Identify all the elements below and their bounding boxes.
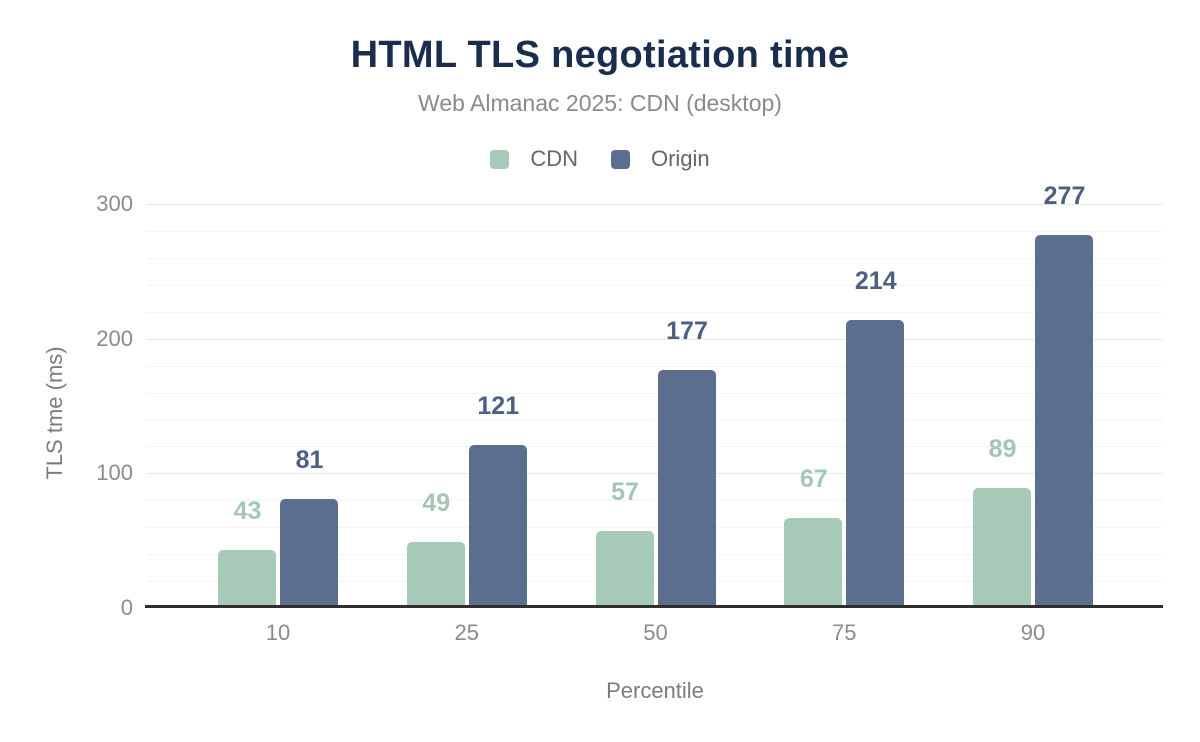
bar-origin-p10 [280, 498, 338, 608]
gridline-140 [147, 419, 1163, 421]
y-tick-300: 300 [96, 191, 133, 216]
value-label-cdn-p75: 67 [799, 464, 828, 493]
x-axis-title: Percentile [606, 678, 704, 703]
bar-cdn-p75 [784, 517, 843, 608]
gridline-40 [147, 554, 1163, 556]
cdn-swatch-icon [490, 149, 510, 169]
legend-item-cdn: CDN [490, 146, 578, 172]
value-label-origin-p10: 81 [295, 445, 324, 474]
value-label-origin-p50: 177 [666, 316, 708, 345]
legend: CDN Origin [0, 146, 1200, 172]
gridline-240 [147, 284, 1163, 286]
gridline-120 [147, 446, 1163, 448]
gridline-200 [147, 338, 1163, 340]
gridline-80 [147, 500, 1163, 502]
legend-label-cdn: CDN [530, 146, 578, 171]
bar-cdn-p25 [406, 542, 465, 608]
bar-origin-p90 [1035, 234, 1093, 608]
plot-area: 43 81 49 121 57 177 67 214 89 277 [147, 183, 1163, 608]
value-label-cdn-p90: 89 [988, 435, 1017, 464]
bar-origin-p50 [657, 369, 716, 608]
y-tick-100: 100 [96, 460, 133, 486]
origin-swatch-icon [610, 149, 630, 169]
value-label-cdn-p25: 49 [422, 489, 451, 518]
y-tick-200: 200 [96, 325, 133, 351]
gridline-60 [147, 527, 1163, 529]
gridline-300 [147, 204, 1163, 205]
value-label-origin-p25: 121 [477, 392, 520, 421]
legend-label-origin: Origin [650, 146, 710, 171]
bar-cdn-p50 [595, 531, 654, 608]
gridline-20 [147, 581, 1163, 583]
gridline-160 [147, 392, 1163, 394]
y-tick-0: 0 [120, 595, 133, 620]
gridline-180 [147, 365, 1163, 367]
value-label-origin-p75: 214 [854, 266, 897, 295]
bar-cdn-p10 [218, 550, 276, 608]
value-label-cdn-p50: 57 [611, 478, 639, 507]
x-tick-25: 25 [454, 620, 479, 645]
x-tick-50: 50 [643, 620, 668, 645]
legend-item-origin: Origin [610, 146, 710, 172]
x-tick-75: 75 [832, 620, 857, 645]
gridline-260 [147, 257, 1163, 259]
x-tick-10: 10 [265, 620, 291, 645]
x-axis-line [145, 605, 1163, 608]
value-label-cdn-p10: 43 [233, 497, 262, 526]
bar-origin-p25 [468, 445, 527, 608]
chart-subtitle: Web Almanac 2025: CDN (desktop) [418, 90, 782, 116]
gridline-220 [147, 311, 1163, 313]
bar-origin-p75 [846, 319, 905, 608]
bar-cdn-p90 [973, 488, 1031, 608]
gridline-100 [147, 473, 1163, 475]
chart-title: HTML TLS negotiation time [350, 34, 850, 76]
x-tick-90: 90 [1020, 620, 1046, 645]
value-label-origin-p90: 277 [1043, 181, 1086, 210]
gridline-280 [147, 230, 1163, 232]
